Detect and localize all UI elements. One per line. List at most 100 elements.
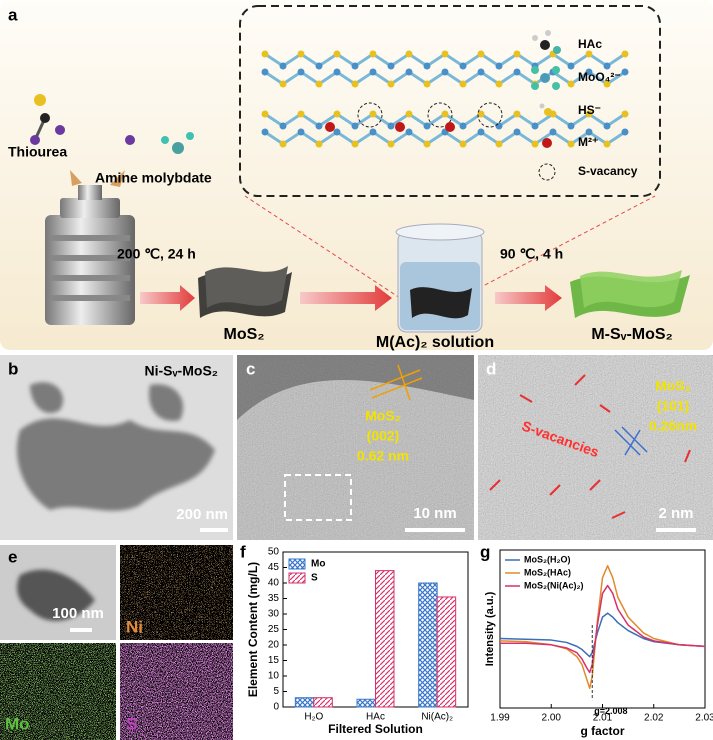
zoom-box: [239, 5, 661, 197]
atom: [567, 122, 575, 130]
atom: [567, 62, 575, 70]
zoom-line: [459, 195, 656, 299]
x-tick-label: 2.01: [593, 713, 613, 724]
panel-a: a Thiourea Amine molybdate 200 ℃, 24 h M…: [0, 0, 713, 351]
atom: [369, 68, 377, 76]
atom: [585, 68, 593, 76]
vacancy: [427, 102, 453, 128]
atom: [405, 110, 413, 118]
atom: [513, 110, 521, 118]
atom: [477, 128, 485, 136]
y-tick-label: 0: [273, 702, 279, 713]
atom: [459, 62, 467, 70]
atom: [315, 122, 323, 130]
metal-atom: [325, 122, 335, 132]
product-label: M-Sᵥ-MoS₂: [591, 326, 672, 343]
atom: [423, 80, 431, 88]
x-tick-label: H₂O: [304, 712, 323, 723]
atom: [567, 140, 575, 148]
atom: [387, 80, 395, 88]
reactant-label: Thiourea: [8, 144, 67, 160]
atom: [459, 122, 467, 130]
atom: [369, 110, 377, 118]
y-tick-label: 10: [268, 671, 280, 682]
atom: [495, 80, 503, 88]
y-tick-label: 30: [268, 609, 280, 620]
atom: [351, 62, 359, 70]
atom: [387, 62, 395, 70]
panel-c: c MoS₂ (002) 0.62 nm 10 nm: [237, 355, 474, 540]
atom: [387, 122, 395, 130]
panel-label: f: [240, 542, 246, 561]
autoclave: [45, 185, 135, 325]
atom: [477, 110, 485, 118]
atom: [513, 128, 521, 136]
y-tick-label: 35: [268, 593, 280, 604]
product-label: MoS₂: [224, 326, 265, 343]
atom: [297, 68, 305, 76]
eds-texture: [0, 643, 116, 740]
mos2-flakes: [198, 266, 292, 318]
panel-b: b Ni-Sᵥ-MoS₂ 200 nm: [0, 355, 233, 540]
lattice-label: MoS₂: [655, 378, 691, 394]
panel-label: e: [8, 547, 17, 566]
atom: [369, 50, 377, 58]
atom: [567, 80, 575, 88]
scale-bar: [200, 528, 228, 532]
atom: [279, 122, 287, 130]
metal-atom: [395, 122, 405, 132]
lattice-label: (101): [657, 398, 690, 414]
panel-e: e 100 nm Ni Mo S: [0, 545, 233, 740]
atom: [459, 140, 467, 148]
lattice-label: 0.62 nm: [357, 448, 409, 464]
scale-bar: [656, 528, 696, 532]
atom: [333, 50, 341, 58]
atom: [423, 140, 431, 148]
atom: [459, 80, 467, 88]
reactant-label: Amine molybdate: [95, 170, 212, 186]
atom: [261, 68, 269, 76]
legend-swatch: [288, 572, 306, 584]
atom: [513, 50, 521, 58]
atom: [585, 110, 593, 118]
atom: [279, 140, 287, 148]
atom: [351, 122, 359, 130]
legend-label: MoS₂(H₂O): [524, 554, 571, 564]
atom: [513, 68, 521, 76]
atom: [333, 128, 341, 136]
legend-label: HAc: [578, 37, 602, 51]
panel-label: a: [8, 5, 18, 24]
zoom-line: [244, 195, 401, 299]
legend-label: MoS₂(Ni(Ac)₂): [524, 580, 584, 590]
lattice-label: (002): [367, 428, 400, 444]
legend-label: M²⁺: [578, 135, 598, 149]
legend-label: MoS₂(HAc): [524, 567, 571, 577]
atom: [369, 128, 377, 136]
atom: [279, 62, 287, 70]
doped-flakes: [570, 270, 690, 318]
thiourea-molecule: [30, 94, 65, 145]
atom: [495, 62, 503, 70]
x-tick-label: HAc: [366, 712, 385, 723]
y-axis-label: Element Content (mg/L): [246, 562, 260, 697]
atom: [585, 50, 593, 58]
atom: [621, 128, 629, 136]
y-tick-label: 20: [268, 640, 280, 651]
bar: [356, 698, 376, 708]
legend-label: S-vacancy: [578, 164, 638, 178]
element-label: S: [126, 714, 137, 733]
process-arrows: [140, 285, 562, 311]
atom: [441, 68, 449, 76]
beaker: [395, 223, 485, 333]
atom: [405, 128, 413, 136]
atom: [315, 140, 323, 148]
atom: [621, 68, 629, 76]
vacancy-arrows: [489, 374, 691, 519]
atom: [477, 50, 485, 58]
atom: [423, 62, 431, 70]
atom: [261, 50, 269, 58]
solution-label: M(Ac)₂ solution: [376, 334, 494, 351]
atom: [603, 140, 611, 148]
atom: [549, 128, 557, 136]
